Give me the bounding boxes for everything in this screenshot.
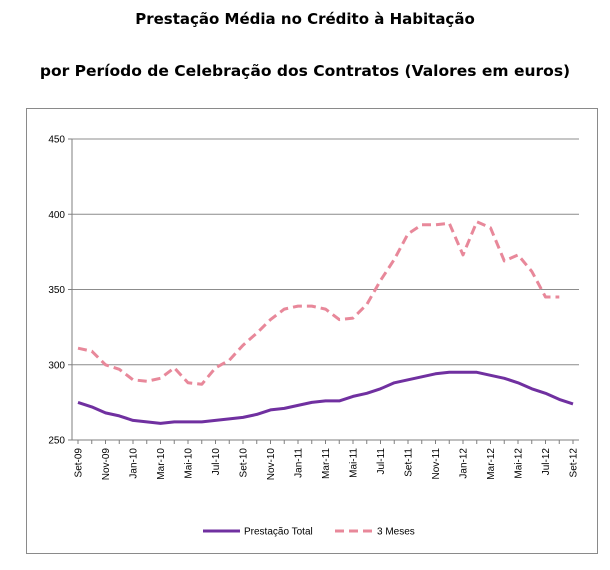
x-tick-label: Mai-10 bbox=[184, 448, 195, 479]
legend-label: Prestação Total bbox=[244, 527, 313, 538]
x-tick-label: Nov-11 bbox=[431, 448, 442, 480]
x-tick-label: Jan-10 bbox=[129, 448, 140, 479]
y-tick-label-250: 250 bbox=[48, 436, 65, 447]
y-tick-label-350: 350 bbox=[48, 285, 65, 296]
series-line-3-meses bbox=[77, 220, 560, 386]
x-tick-label: Jul-11 bbox=[376, 448, 387, 475]
chart-title: Prestação Média no Crédito à Habitação bbox=[135, 10, 475, 28]
chart-frame bbox=[26, 108, 598, 554]
legend: Prestação Total 3 Meses bbox=[203, 527, 415, 538]
legend-label: 3 Meses bbox=[377, 527, 415, 538]
x-tick-label: Mar-11 bbox=[321, 448, 332, 479]
x-tick-label: Mar-12 bbox=[486, 448, 497, 480]
x-tick-label: Set-10 bbox=[239, 448, 250, 478]
x-axis: Set-09 Nov-09 Jan-10 Mar-10 Mai-10 Jul-10 Set-… bbox=[74, 440, 580, 480]
x-tick-label: Mar-10 bbox=[156, 448, 167, 480]
x-tick-label: Set-11 bbox=[404, 448, 415, 477]
y-axis: 250 300 350 400 450 bbox=[48, 135, 73, 447]
x-tick-label: Jul-12 bbox=[541, 448, 552, 476]
y-tick-label-300: 300 bbox=[48, 360, 65, 371]
x-tick-label: Jul-10 bbox=[211, 448, 222, 476]
y-tick-label-450: 450 bbox=[48, 135, 65, 146]
y-tick-label-400: 400 bbox=[48, 210, 65, 221]
series-lines bbox=[77, 220, 574, 425]
x-tick-label: Nov-10 bbox=[266, 448, 277, 481]
x-tick-label: Set-12 bbox=[569, 448, 580, 478]
x-tick-label: Jan-11 bbox=[294, 448, 305, 478]
series-line-prestacao-total bbox=[77, 370, 574, 425]
chart-subtitle: por Período de Celebração dos Contratos … bbox=[39, 62, 571, 80]
x-tick-label: Mai-12 bbox=[514, 448, 525, 479]
x-tick-label: Nov-09 bbox=[101, 448, 112, 481]
gridlines bbox=[72, 138, 579, 441]
x-tick-label: Jan-12 bbox=[459, 448, 470, 479]
x-tick-label: Set-09 bbox=[74, 448, 85, 478]
x-tick-label: Mai-11 bbox=[349, 448, 360, 478]
